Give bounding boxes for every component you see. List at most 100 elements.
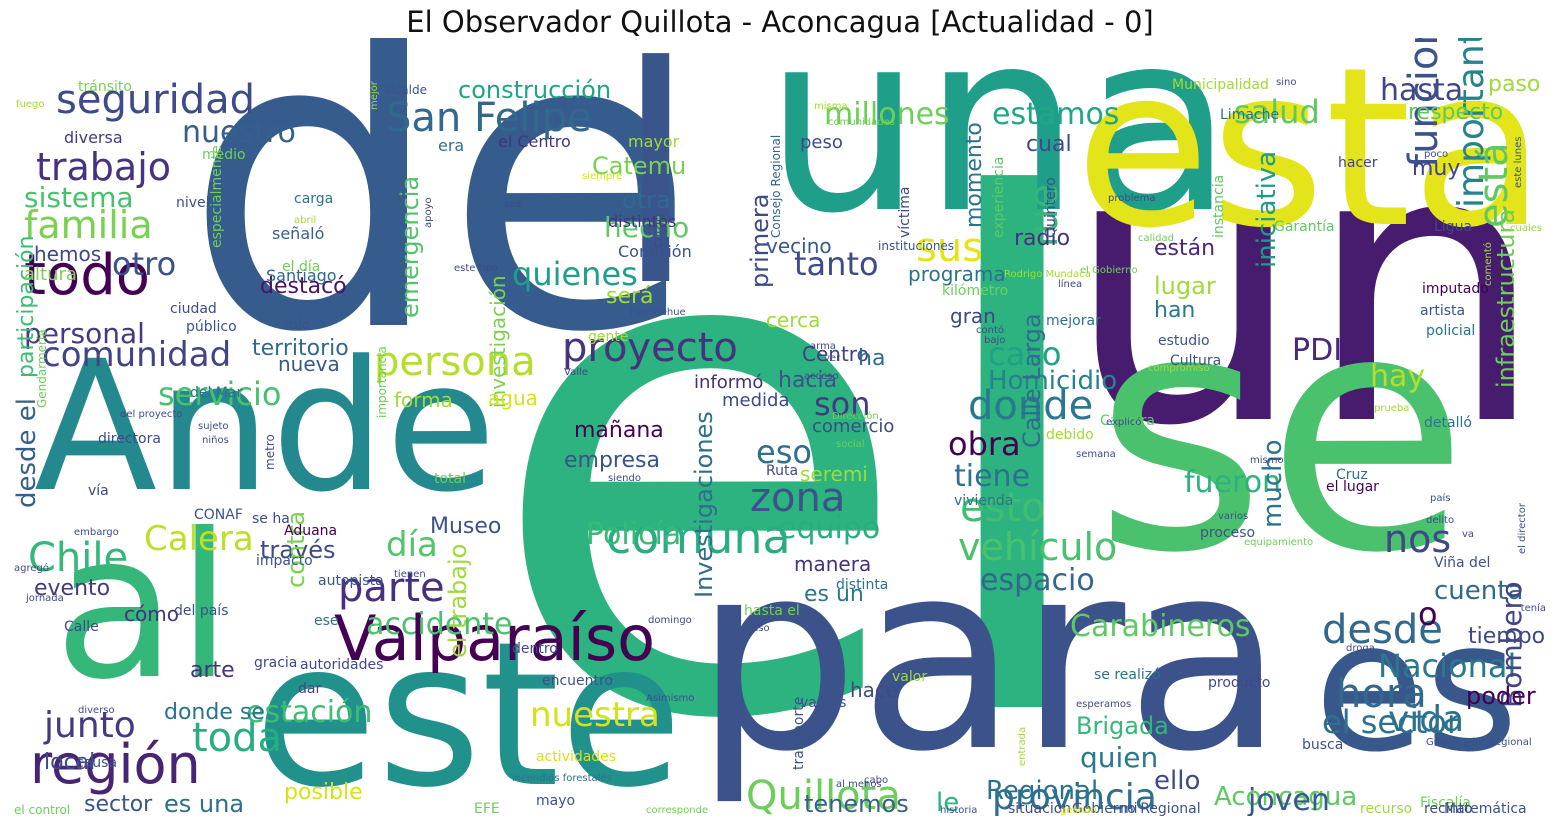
word: hace bbox=[850, 678, 899, 702]
word: embargo bbox=[74, 527, 119, 538]
word: autoridades bbox=[300, 657, 384, 673]
word: Quintero bbox=[1043, 177, 1059, 238]
word: agua bbox=[488, 386, 538, 410]
word: Municipalidad bbox=[1172, 77, 1269, 93]
word: Regional bbox=[986, 776, 1099, 806]
word: muy bbox=[1412, 156, 1461, 181]
word: caso bbox=[988, 335, 1062, 373]
word: imputado bbox=[1422, 281, 1489, 297]
word: mayo bbox=[536, 793, 576, 809]
word: nos bbox=[1384, 517, 1452, 561]
word: compromiso bbox=[1148, 363, 1210, 374]
word: diversa bbox=[64, 128, 123, 147]
word: joven bbox=[1248, 783, 1330, 816]
word: es un bbox=[804, 582, 864, 607]
word: altura bbox=[24, 264, 77, 285]
word: distintos bbox=[608, 212, 677, 231]
word: vamos bbox=[800, 695, 847, 711]
word: esta bbox=[1074, 38, 1546, 276]
word: kilómetro bbox=[942, 283, 1009, 299]
word: mayor bbox=[628, 132, 680, 151]
word: programa bbox=[908, 262, 1006, 286]
word: familia bbox=[24, 203, 153, 247]
word: ese bbox=[314, 613, 339, 629]
word: gracia bbox=[254, 655, 298, 671]
word: zona bbox=[750, 475, 846, 521]
word: esperamos bbox=[1076, 699, 1132, 710]
word: respecto bbox=[1408, 100, 1504, 125]
word: el control bbox=[14, 803, 71, 816]
word: nuestro bbox=[182, 115, 296, 150]
word: vía bbox=[88, 483, 109, 499]
word: o bbox=[1418, 595, 1438, 633]
word: Dirección bbox=[832, 411, 879, 422]
word: tránsito bbox=[78, 79, 132, 95]
word: gente bbox=[588, 329, 629, 345]
word: infraestructura bbox=[1492, 208, 1520, 388]
word: jornada bbox=[26, 593, 64, 604]
word: otro bbox=[112, 245, 177, 283]
word: sector bbox=[84, 792, 153, 816]
word: ver bbox=[824, 353, 841, 364]
word: evento bbox=[34, 576, 111, 601]
word: directora bbox=[98, 431, 161, 447]
word: espacio bbox=[980, 563, 1095, 598]
word: fueron bbox=[1184, 465, 1282, 500]
word: delito bbox=[1426, 515, 1455, 526]
word: poder bbox=[1466, 682, 1536, 710]
word: tiene bbox=[954, 459, 1031, 494]
word: hecho bbox=[604, 211, 690, 244]
word: día bbox=[386, 525, 438, 565]
word: Cruz bbox=[1336, 467, 1368, 483]
word: tenemos bbox=[804, 790, 909, 816]
word-cloud: el de un una esta se para es este Ande al l todo regi… bbox=[14, 38, 1546, 816]
word: Museo bbox=[430, 514, 502, 539]
word: sus bbox=[916, 225, 984, 271]
word: Carabineros bbox=[1070, 609, 1251, 644]
word: lugar bbox=[1154, 272, 1216, 300]
word: el trabajo bbox=[444, 543, 472, 658]
word: diverso bbox=[78, 705, 115, 716]
word: Valle bbox=[564, 367, 588, 378]
word: del país bbox=[174, 603, 229, 619]
word: medio bbox=[202, 147, 246, 163]
word: metro bbox=[263, 434, 277, 470]
word: han bbox=[1154, 298, 1196, 323]
word: del Mar bbox=[190, 385, 243, 401]
word: toda bbox=[192, 715, 283, 761]
word: hay bbox=[1370, 359, 1426, 394]
word: el día bbox=[282, 259, 321, 275]
word: Nacional bbox=[1378, 647, 1517, 685]
word: Cámara bbox=[1100, 413, 1155, 429]
word: equipamiento bbox=[1244, 537, 1314, 548]
word: Viña del bbox=[1434, 555, 1491, 571]
word: alcalde bbox=[384, 83, 427, 97]
word: del proyecto bbox=[120, 409, 183, 420]
word: acceso bbox=[804, 371, 839, 382]
word: Fiscalía bbox=[1420, 795, 1471, 811]
word: experiencia bbox=[991, 156, 1007, 238]
word: dar bbox=[298, 681, 322, 697]
word: junto bbox=[44, 705, 136, 746]
word: calidad bbox=[1138, 233, 1175, 244]
word: Comisión bbox=[618, 242, 692, 261]
word: Calle Larga bbox=[1018, 313, 1046, 448]
word: peso bbox=[800, 132, 843, 153]
word: Matemática bbox=[1444, 801, 1527, 816]
word: contó bbox=[976, 325, 1004, 336]
word: hasta bbox=[1380, 73, 1464, 108]
word: provincia bbox=[992, 777, 1157, 816]
word: vivienda bbox=[954, 493, 1014, 509]
word: cargo bbox=[651, 214, 665, 248]
word: debido bbox=[1046, 427, 1094, 443]
word: informó bbox=[694, 372, 764, 393]
word: policial bbox=[1426, 323, 1476, 339]
word: radio bbox=[1014, 226, 1071, 251]
word: hora bbox=[1336, 671, 1427, 717]
word: especialmente bbox=[209, 145, 225, 248]
word: instituciones bbox=[878, 239, 955, 253]
word: mismo bbox=[1250, 455, 1284, 466]
word: misma bbox=[814, 101, 848, 112]
word: estación bbox=[246, 695, 373, 730]
word: Garantía bbox=[1274, 219, 1335, 235]
